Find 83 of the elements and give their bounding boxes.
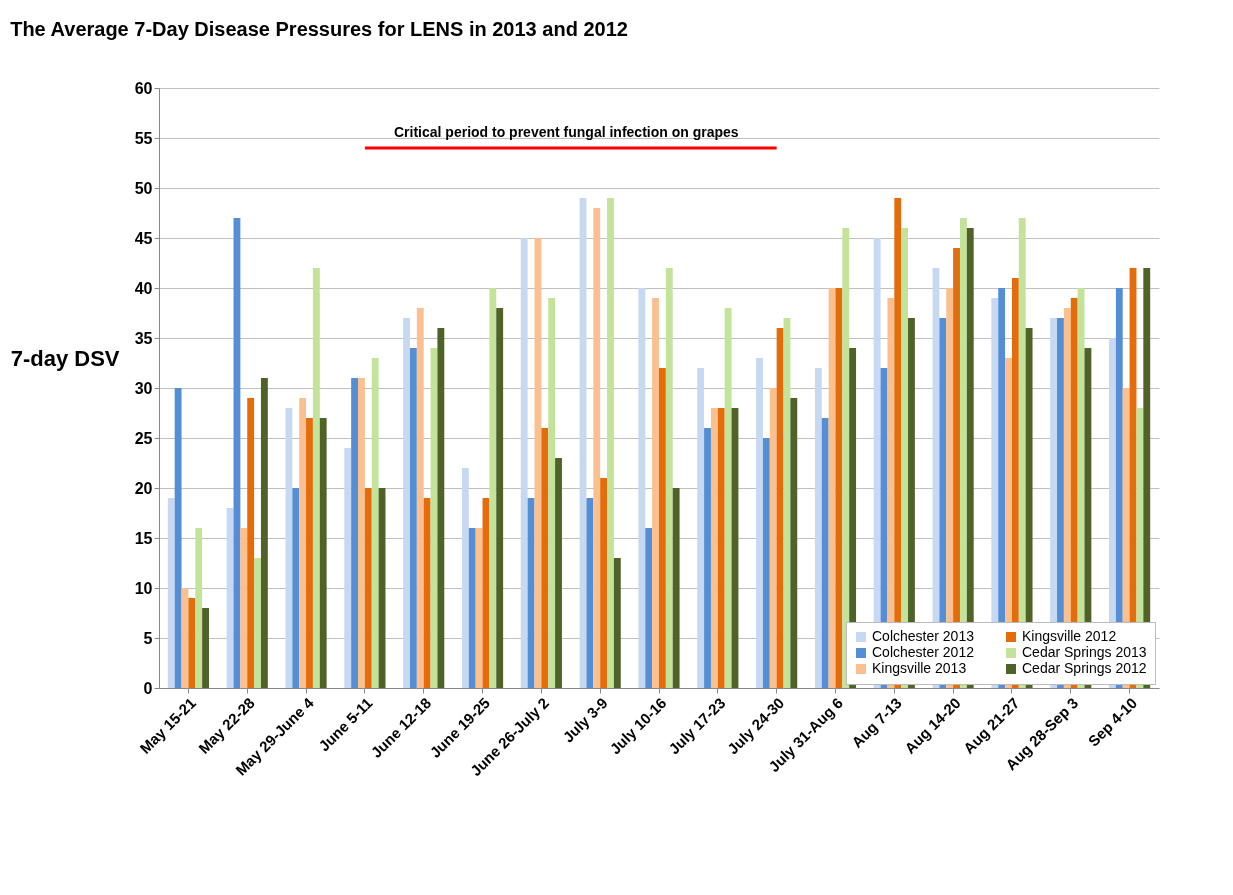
- y-tick-label: 55: [134, 129, 153, 147]
- bar: [835, 288, 843, 688]
- y-tick-label: 5: [143, 629, 153, 647]
- bar: [226, 508, 234, 688]
- chart-title: The Average 7-Day Disease Pressures for LENS in 2013 and 2012: [10, 18, 628, 40]
- bar: [534, 238, 542, 688]
- bar: [351, 378, 359, 688]
- bar: [188, 598, 196, 688]
- bar: [461, 468, 469, 688]
- bar: [659, 368, 666, 688]
- bar: [240, 528, 248, 688]
- bar: [790, 398, 798, 688]
- legend-label: Colchester 2013: [872, 628, 975, 644]
- bar: [555, 458, 562, 688]
- bar: [645, 528, 653, 688]
- bar: [704, 428, 711, 688]
- bar: [717, 408, 725, 688]
- bar: [548, 298, 556, 688]
- bar: [358, 378, 365, 688]
- bar: [403, 318, 410, 688]
- y-tick-label: 20: [134, 479, 153, 497]
- bar: [762, 438, 770, 688]
- y-tick-label: 30: [134, 379, 153, 397]
- bar: [586, 498, 594, 688]
- bar: [468, 528, 476, 688]
- bar: [202, 608, 209, 688]
- bar: [299, 398, 307, 688]
- y-tick-label: 25: [134, 429, 153, 447]
- bar: [475, 528, 483, 688]
- y-tick-label: 0: [143, 679, 153, 697]
- bar: [607, 198, 614, 688]
- bar: [697, 368, 705, 688]
- bar: [371, 358, 379, 688]
- bar: [437, 328, 445, 688]
- bar: [520, 238, 528, 688]
- y-tick-label: 60: [134, 79, 153, 97]
- y-tick-label: 10: [134, 579, 153, 597]
- bar: [364, 488, 372, 688]
- bar: [247, 398, 255, 688]
- bar: [496, 308, 504, 688]
- bar: [724, 308, 732, 688]
- bar: [613, 558, 621, 688]
- bar: [710, 408, 718, 688]
- legend-label: Cedar Springs 2012: [1022, 660, 1147, 676]
- bar: [306, 418, 313, 688]
- bar: [769, 388, 777, 688]
- y-tick-label: 45: [134, 229, 153, 247]
- bar: [638, 288, 646, 688]
- y-tick-label: 35: [134, 329, 153, 347]
- bar: [409, 348, 417, 688]
- bar: [814, 368, 822, 688]
- bar: [292, 488, 300, 688]
- bar: [319, 418, 327, 688]
- bar: [600, 478, 608, 688]
- bar: [260, 378, 268, 688]
- bar: [416, 308, 424, 688]
- bar: [821, 418, 829, 688]
- bar: [672, 488, 680, 688]
- bar: [167, 498, 175, 688]
- y-tick-label: 50: [134, 179, 153, 197]
- bar: [344, 448, 352, 688]
- legend-label: Cedar Springs 2013: [1022, 644, 1147, 660]
- bar: [842, 228, 850, 688]
- bar: [489, 288, 497, 688]
- bar: [254, 558, 261, 688]
- legend-label: Colchester 2012: [872, 644, 975, 660]
- annotation: Critical period to prevent fungal infection on grapes: [394, 124, 739, 140]
- y-axis-title: 7-day DSV: [10, 345, 120, 371]
- legend-label: Kingsville 2012: [1022, 628, 1117, 644]
- bar: [423, 498, 431, 688]
- bar: [593, 208, 601, 688]
- bar: [174, 388, 182, 688]
- bar: [756, 358, 763, 688]
- bar: [195, 528, 203, 688]
- y-tick-label: 15: [134, 529, 153, 547]
- bar: [312, 268, 320, 688]
- bar: [665, 268, 673, 688]
- y-tick-label: 40: [134, 279, 153, 297]
- legend-label: Kingsville 2013: [872, 660, 967, 676]
- bar: [776, 328, 784, 688]
- bar: [652, 298, 659, 688]
- bar: [285, 408, 293, 688]
- bar: [541, 428, 549, 688]
